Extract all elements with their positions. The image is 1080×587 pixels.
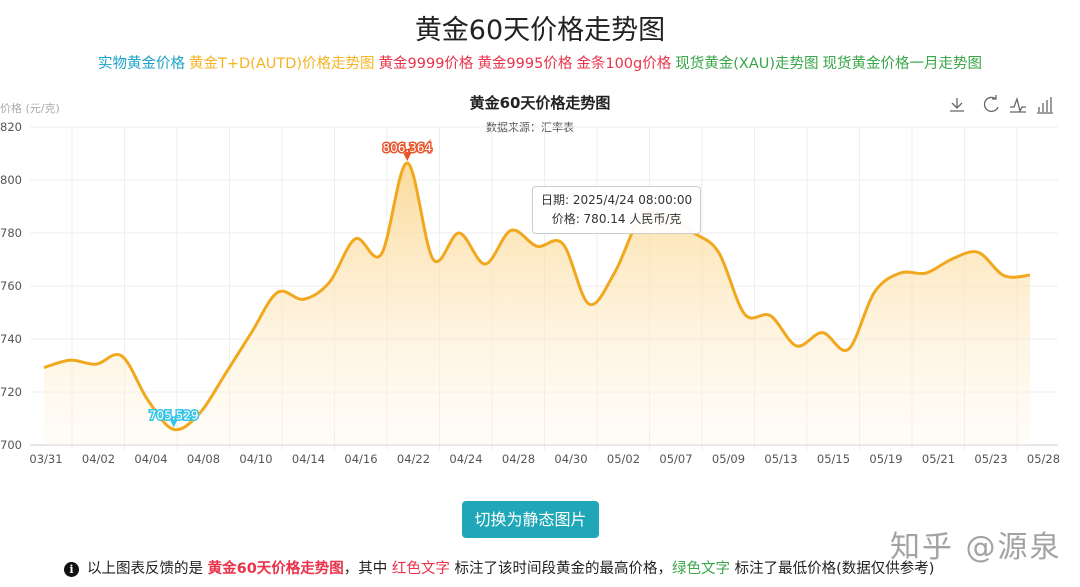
min-marker: [169, 419, 178, 428]
y-tick-label: 780: [0, 226, 22, 240]
y-tick-label: 760: [0, 279, 22, 293]
x-tick-label: 05/15: [817, 452, 850, 466]
x-tick-label: 04/16: [344, 452, 377, 466]
x-tick-label: 05/21: [922, 452, 955, 466]
tooltip-price: 价格: 780.14 人民币/克: [551, 212, 682, 226]
x-tick-label: 03/31: [29, 452, 62, 466]
link-0[interactable]: 实物黄金价格: [97, 56, 185, 72]
x-tick-label: 04/30: [554, 452, 587, 466]
note-chart-name: 黄金60天价格走势图: [207, 561, 344, 577]
chart-title: 黄金60天价格走势图: [470, 94, 611, 112]
y-tick-label: 700: [0, 438, 22, 452]
download-icon[interactable]: [950, 98, 964, 112]
link-4[interactable]: 金条100g价格: [576, 56, 672, 72]
x-tick-label: 04/08: [187, 452, 220, 466]
line-chart-icon[interactable]: [1010, 96, 1026, 113]
link-5[interactable]: 现货黄金(XAU)走势图: [675, 56, 819, 72]
note-text: 标注了最低价格(数据仅供参考): [730, 561, 935, 577]
price-line: [43, 161, 1031, 432]
info-icon: i: [64, 562, 79, 577]
y-axis-label: 价格 (元/克): [0, 101, 60, 115]
x-tick-label: 04/04: [134, 452, 167, 466]
switch-static-image-button[interactable]: 切换为静态图片: [462, 501, 599, 538]
bar-chart-icon[interactable]: [1037, 97, 1053, 114]
y-tick-label: 720: [0, 385, 22, 399]
link-1[interactable]: 黄金T+D(AUTD)价格走势图: [188, 56, 375, 72]
x-tick-label: 04/28: [502, 452, 535, 466]
min-label: 705.529: [149, 408, 199, 422]
max-marker: [403, 153, 412, 162]
price-area: [44, 163, 1030, 446]
y-tick-label: 740: [0, 332, 22, 346]
chart-tooltip: 日期: 2025/4/24 08:00:00 价格: 780.14 人民币/克: [532, 186, 702, 234]
refresh-icon[interactable]: [983, 95, 999, 113]
max-label: 806.364: [382, 141, 432, 155]
note-text: 以上图表反馈的是: [87, 561, 208, 577]
y-tick-label: 800: [0, 173, 22, 187]
x-tick-label: 05/28: [1027, 452, 1060, 466]
x-tick-label: 04/14: [292, 452, 325, 466]
x-tick-label: 05/19: [869, 452, 902, 466]
x-tick-label: 05/02: [607, 452, 640, 466]
note-text: ，其中: [343, 561, 392, 577]
link-3[interactable]: 黄金9995价格: [477, 56, 573, 72]
related-links: 实物黄金价格 黄金T+D(AUTD)价格走势图 黄金9999价格 黄金9995价格 金条…: [0, 52, 1080, 73]
watermark: 知乎 @源泉: [890, 530, 1062, 565]
x-tick-label: 04/10: [239, 452, 272, 466]
link-6[interactable]: 现货黄金价格一月走势图: [822, 56, 983, 72]
y-tick-label: 820: [0, 120, 22, 134]
note-text: 标注了该时间段黄金的最高价格，: [449, 561, 673, 577]
note-red-text: 红色文字: [391, 561, 450, 577]
tooltip-date: 日期: 2025/4/24 08:00:00: [541, 193, 693, 207]
x-tick-label: 05/13: [764, 452, 797, 466]
link-2[interactable]: 黄金9999价格: [378, 56, 474, 72]
x-tick-label: 04/22: [397, 452, 430, 466]
x-tick-label: 05/09: [712, 452, 745, 466]
x-tick-label: 04/02: [82, 452, 115, 466]
note-green-text: 绿色文字: [672, 561, 731, 577]
chart-note: i 以上图表反馈的是 黄金60天价格走势图，其中 红色文字 标注了该时间段黄金的最…: [64, 557, 934, 578]
x-tick-label: 05/07: [659, 452, 692, 466]
x-tick-label: 05/23: [974, 452, 1007, 466]
page-title: 黄金60天价格走势图: [414, 15, 666, 46]
x-tick-label: 04/24: [449, 452, 482, 466]
